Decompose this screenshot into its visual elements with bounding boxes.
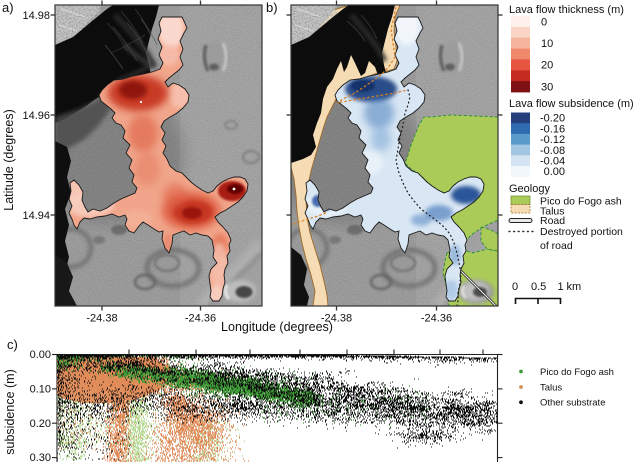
svg-text:1: 1 — [558, 281, 564, 293]
svg-text:20: 20 — [541, 60, 553, 72]
svg-text:14.96: 14.96 — [22, 110, 50, 122]
svg-text:-0.16: -0.16 — [540, 123, 565, 135]
svg-text:km: km — [567, 281, 582, 293]
svg-text:Latitude (degrees): Latitude (degrees) — [2, 109, 16, 210]
svg-text:Road: Road — [540, 215, 565, 227]
svg-text:Lava flow subsidence (m): Lava flow subsidence (m) — [509, 98, 634, 110]
svg-text:Talus: Talus — [540, 206, 565, 218]
svg-text:-24.36: -24.36 — [185, 313, 216, 325]
svg-text:0.00: 0.00 — [30, 349, 51, 361]
svg-text:a): a) — [2, 0, 14, 15]
svg-text:subsidence (m): subsidence (m) — [3, 369, 17, 454]
svg-text:Pico do Fogo ash: Pico do Fogo ash — [540, 367, 614, 378]
svg-text:-0.20: -0.20 — [540, 113, 565, 125]
svg-text:-24.38: -24.38 — [86, 313, 117, 325]
svg-text:10: 10 — [541, 38, 553, 50]
svg-text:Other substrate: Other substrate — [540, 398, 605, 409]
svg-text:14.94: 14.94 — [22, 210, 50, 222]
svg-text:Talus: Talus — [540, 382, 562, 393]
svg-text:-24.36: -24.36 — [421, 313, 452, 325]
svg-text:Destroyed portion: Destroyed portion — [540, 226, 623, 238]
svg-text:30: 30 — [541, 81, 553, 93]
svg-text:0: 0 — [512, 281, 518, 293]
svg-text:b): b) — [266, 0, 278, 15]
svg-text:0.30: 0.30 — [30, 452, 51, 462]
svg-text:14.98: 14.98 — [22, 10, 50, 22]
svg-text:Longitude (degrees): Longitude (degrees) — [221, 320, 333, 334]
svg-text:of road: of road — [540, 240, 573, 252]
svg-text:-24.38: -24.38 — [321, 313, 352, 325]
svg-text:0.5: 0.5 — [531, 281, 546, 293]
svg-text:-0.08: -0.08 — [540, 145, 565, 157]
svg-text:0: 0 — [541, 16, 547, 28]
svg-text:0.20: 0.20 — [30, 418, 51, 430]
svg-text:c): c) — [7, 337, 18, 352]
svg-text:Lava flow thickness (m): Lava flow thickness (m) — [509, 4, 624, 16]
svg-text:-0.12: -0.12 — [540, 134, 565, 146]
svg-text:0.10: 0.10 — [30, 384, 51, 396]
svg-text:Geology: Geology — [509, 183, 550, 195]
svg-text:0.00: 0.00 — [544, 166, 565, 178]
svg-text:Pico do Fogo ash: Pico do Fogo ash — [540, 196, 622, 208]
svg-text:-0.04: -0.04 — [540, 156, 565, 168]
